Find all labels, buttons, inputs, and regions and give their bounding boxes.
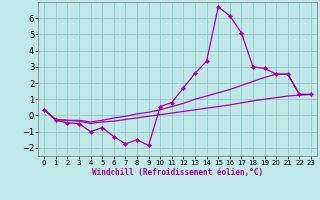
X-axis label: Windchill (Refroidissement éolien,°C): Windchill (Refroidissement éolien,°C) <box>92 168 263 177</box>
